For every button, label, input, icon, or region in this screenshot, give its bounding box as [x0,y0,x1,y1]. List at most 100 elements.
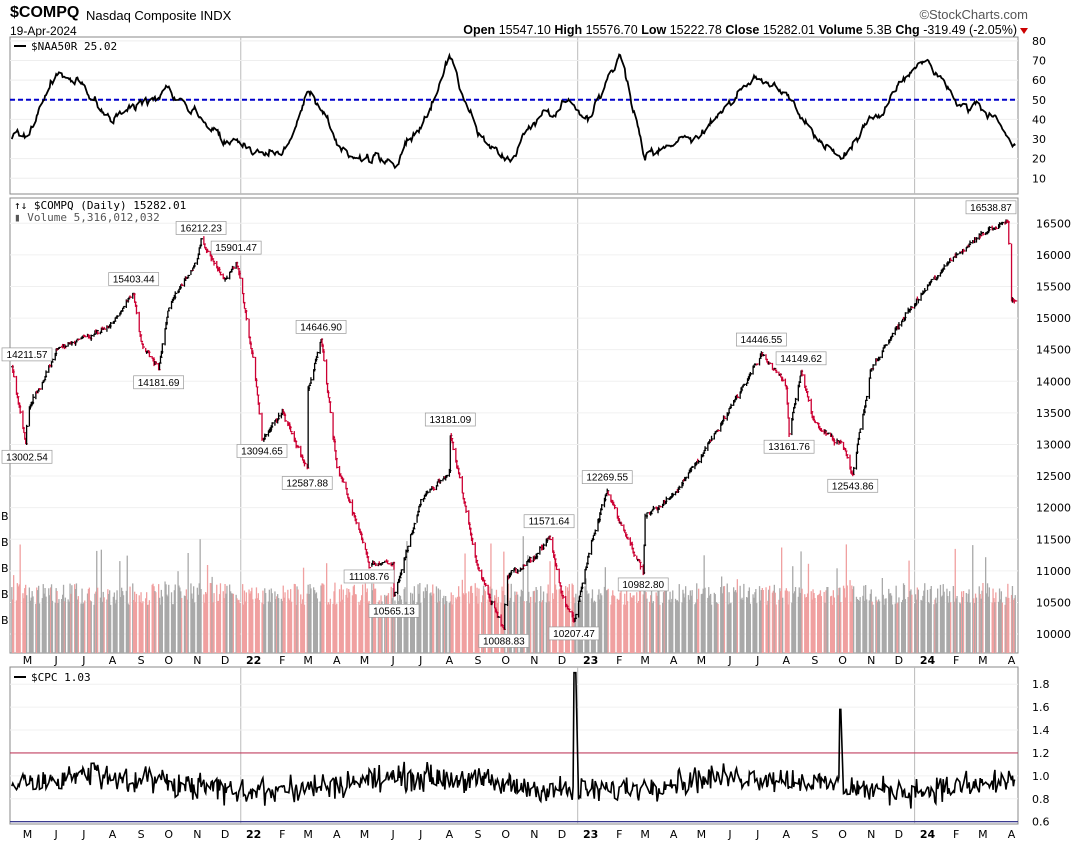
y-tick-label: 1.2 [1032,747,1050,760]
volume-bar [1000,591,1002,653]
volume-bar [907,597,909,653]
volume-bar [773,584,775,653]
volume-bar [419,583,421,653]
volume-bar [618,599,620,653]
annotation-label: 10982.80 [622,580,664,591]
volume-bar [374,588,377,653]
volume-bar [210,583,212,653]
volume-bar [924,583,926,653]
volume-bar [598,589,600,653]
volume-bar [127,603,129,653]
volume-bar [522,536,524,653]
volume-bar [968,589,970,653]
volume-bar [225,593,227,653]
volume-bar [15,600,18,653]
volume-bar [11,587,13,653]
volume-bar [50,587,52,653]
x-tick-label: F [953,828,959,841]
volume-bar [140,592,142,653]
volume-bar [697,599,699,653]
x-tick-label: S [475,654,482,667]
volume-bar [74,584,76,653]
x-tick-label: A [109,654,117,667]
volume-bar [760,590,762,653]
volume-bar [458,586,460,653]
volume-bar [242,584,244,653]
volume-bar [54,602,56,653]
volume-bar [198,583,200,653]
volume-bar [199,539,201,653]
volume-bar [561,594,563,653]
x-tick-label: F [279,828,285,841]
volume-bar [954,548,956,653]
volume-bar [708,587,710,653]
volume-bar [400,599,402,653]
volume-bar [323,584,325,653]
volume-bar [181,598,183,653]
volume-bar [599,599,601,653]
annotation-label: 12269.55 [586,473,628,484]
volume-bar [191,593,193,653]
high-label: High [554,23,583,37]
volume-bar [206,565,209,653]
volume-bar [371,583,373,653]
volume-bar [24,588,26,653]
volume-bar [284,592,286,653]
volume-bar [532,591,534,653]
volume-bar [554,584,557,653]
volume-bar [29,600,31,653]
chart-header: $COMPQ Nasdaq Composite INDX 19-Apr-2024… [0,0,1072,40]
volume-bar [99,597,102,653]
volume-bar [26,595,28,653]
volume-bar [678,584,680,653]
volume-bar [568,584,570,653]
volume-bar [742,599,744,653]
volume-bar [585,578,587,653]
volume-bar [726,583,728,653]
volume-bar [842,585,845,653]
volume-bar [173,590,175,653]
volume-bar [923,590,925,653]
x-tick-label: M [697,654,707,667]
bot-panel-frame [9,666,1019,825]
volume-bar [986,593,988,653]
volume-bar [607,588,609,653]
volume-bar [494,598,497,653]
volume-bar [204,602,206,653]
volume-bar [812,589,814,653]
volume-bar [987,596,990,653]
volume-bar [927,602,930,653]
volume-bar [904,599,906,653]
volume-bar [437,588,439,653]
volume-bar [449,601,451,653]
volume-bar [100,549,102,653]
volume-bar [838,587,840,653]
brand-logo[interactable]: ©StockCharts.com [919,7,1028,22]
volume-bar [159,604,162,653]
volume-bar [255,587,258,653]
volume-bar [250,591,252,653]
volume-bar [623,604,625,653]
volume-bar [567,590,570,653]
volume-bar [187,553,189,653]
volume-bar [126,555,128,653]
volume-bar [950,602,952,653]
volume-bar [610,604,612,653]
volume-bar [612,590,614,653]
volume-bar [949,591,951,653]
volume-bar [103,597,105,653]
chart-date: 19-Apr-2024 [10,24,77,38]
volume-bar [167,596,169,653]
volume-bar [826,587,828,653]
volume-bar [856,599,858,653]
volume-bar [393,604,395,653]
volume-bar [930,586,932,653]
volume-bar [909,591,911,653]
volume-bar [662,592,665,653]
volume-bar [245,592,247,653]
volume-bar [921,600,923,653]
volume-bar [197,594,199,653]
chg-value: -319.49 (-2.05%) [923,23,1017,37]
volume-bar [979,594,981,653]
volume-bar [243,590,246,653]
